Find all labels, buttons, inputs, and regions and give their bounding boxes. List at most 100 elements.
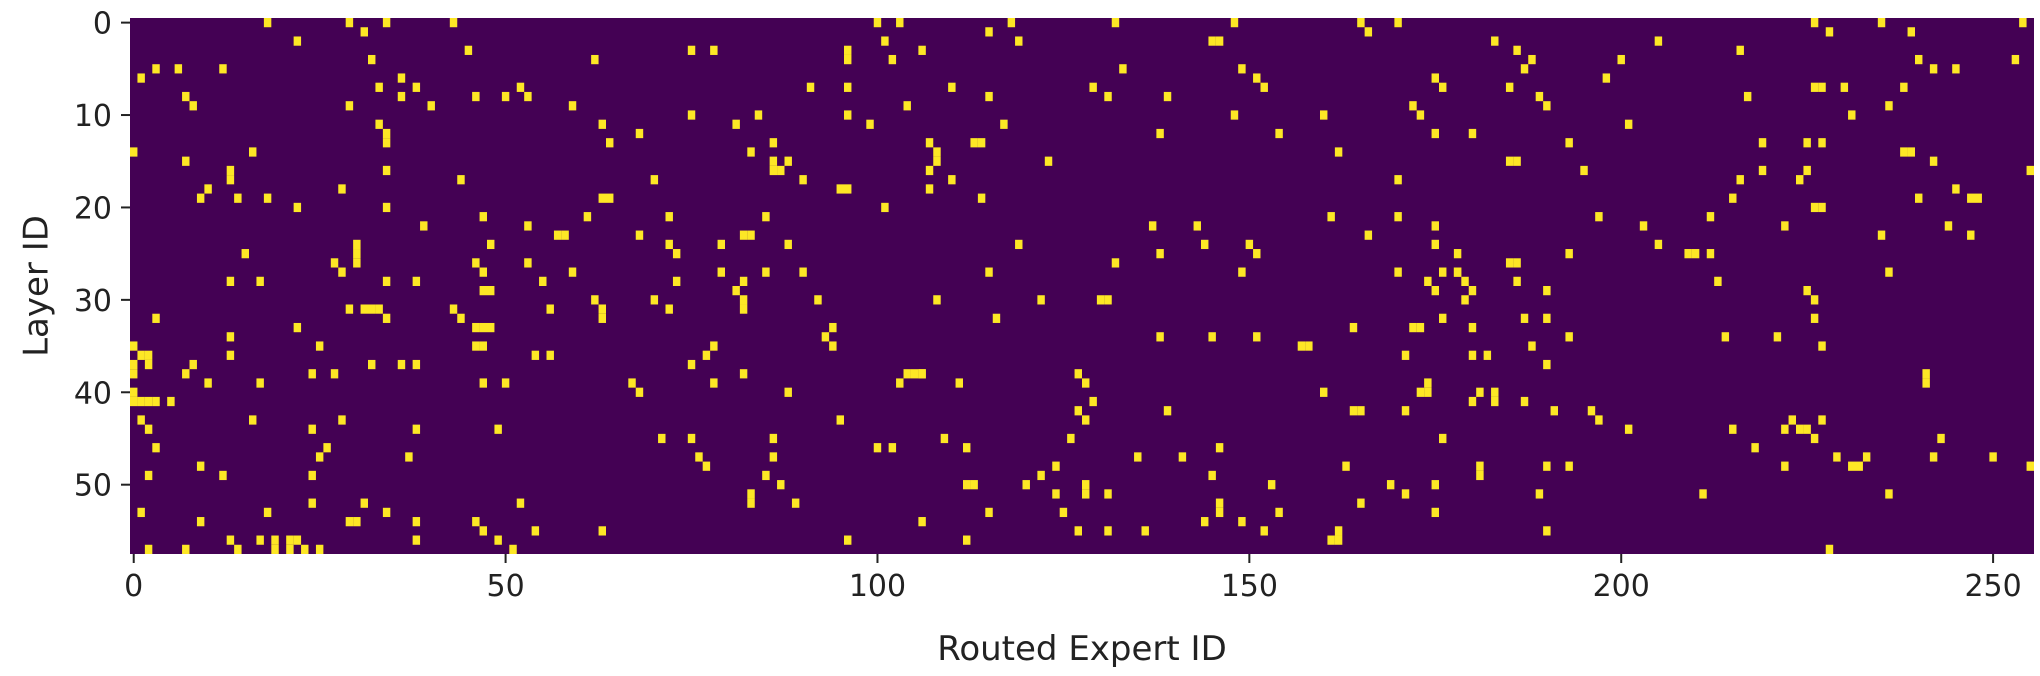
active-cell [754,110,763,120]
active-cell [412,276,421,286]
active-cell [844,45,852,55]
active-cell [1602,73,1611,83]
active-cell [375,119,383,129]
y-tick-label: 40 [74,376,112,411]
active-cell [1148,221,1157,231]
active-cell [1468,322,1477,333]
active-cell [353,239,361,250]
active-cell [873,443,882,453]
active-cell [524,91,532,102]
active-cell [1111,18,1120,28]
active-cell [1082,415,1090,425]
active-cell [487,239,495,250]
active-cell [226,165,235,176]
active-cell [293,36,302,46]
active-cell [1037,470,1045,481]
active-cell [948,82,956,92]
active-cell [516,498,525,508]
y-axis-title: Layer ID [17,215,57,357]
active-cell [985,91,993,102]
active-cell [1334,147,1343,157]
active-cell [472,517,480,527]
active-cell [881,202,889,213]
active-cell [1401,489,1410,499]
active-cell [933,156,941,166]
active-cell [1364,230,1373,240]
active-cell [472,91,480,102]
active-cell [130,341,138,351]
active-cell [1587,406,1596,416]
active-cell [487,286,495,296]
active-cell [672,276,681,286]
active-cell [546,304,554,314]
active-cell [1796,175,1804,185]
active-cell [479,378,487,388]
active-cell [1394,18,1402,28]
active-cell [174,64,183,74]
active-cell [546,350,554,360]
active-cell [1037,295,1045,305]
active-cell [1803,138,1811,148]
active-cell [568,101,577,111]
active-cell [955,378,963,388]
active-cell [739,295,748,305]
active-cell [1238,267,1246,277]
active-cell [635,387,644,397]
active-cell [1334,526,1343,536]
active-cell [739,304,748,314]
active-cell [896,18,904,28]
active-cell [873,18,882,28]
active-cell [524,258,532,268]
active-cell [226,175,235,185]
active-cell [777,165,785,176]
active-cell [539,276,547,286]
active-cell [1104,295,1112,305]
active-cell [1565,332,1573,342]
active-cell [1900,82,1908,92]
active-cell [1431,239,1439,250]
active-cell [182,544,190,554]
active-cell [130,387,138,397]
active-cell [1751,443,1759,453]
active-cell [196,517,205,527]
active-cell [1505,258,1514,268]
active-cell [1320,110,1328,120]
active-cell [487,322,495,333]
active-cell [1803,165,1811,176]
active-cell [360,304,368,314]
active-cell [1275,507,1283,518]
active-cell [457,313,465,323]
active-cell [1260,526,1268,536]
active-cell [561,230,569,240]
active-cell [985,267,993,277]
active-cell [1089,396,1097,407]
active-cell [702,350,711,360]
active-cell [1431,480,1439,490]
active-cell [769,433,778,444]
active-cell [1885,101,1893,111]
active-cell [301,544,309,554]
active-cell [1810,18,1819,28]
active-cell [1885,267,1893,277]
active-cell [1253,332,1261,342]
active-cell [1907,147,1915,157]
active-cell [732,119,740,129]
active-cell [1334,535,1343,545]
active-cell [308,498,316,508]
active-cell [1253,73,1261,83]
active-cell [963,443,971,453]
active-cell [1810,202,1819,213]
active-cell [1565,461,1573,471]
active-cell [1848,461,1856,471]
active-cell [144,359,153,370]
active-cell [1952,184,1960,194]
active-cell [1416,110,1425,120]
active-cell [747,230,755,240]
active-cell [308,369,316,379]
active-cell [1818,202,1826,213]
active-cell [903,369,911,379]
active-cell [382,313,391,323]
active-cell [1543,359,1551,370]
active-cell [368,359,376,370]
active-cell [598,526,606,536]
